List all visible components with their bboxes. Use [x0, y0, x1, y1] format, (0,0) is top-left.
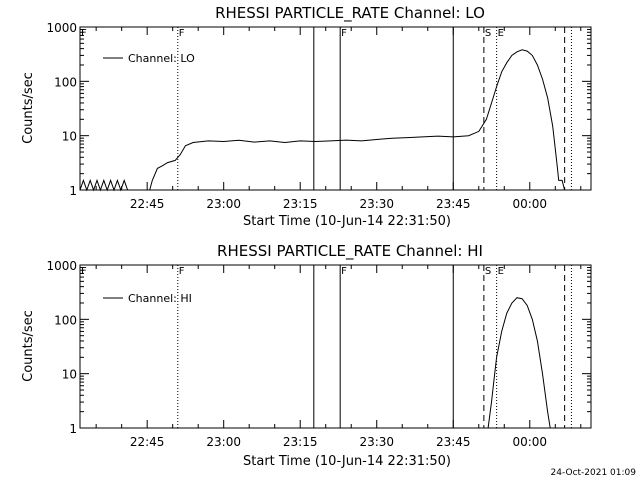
footer-timestamp: 24-Oct-2021 01:09	[551, 468, 637, 478]
lo-marker-label: F	[81, 28, 87, 39]
hi-marker-label: F	[341, 266, 347, 277]
lo-marker-label: F	[179, 28, 185, 39]
hi-y-ticks: 1 10 100 1000	[46, 259, 591, 436]
hi-x-tick-label: 23:00	[206, 435, 241, 449]
hi-y-tick-label: 1	[69, 422, 77, 436]
hi-legend: Channel: HI	[103, 292, 192, 305]
hi-channel-panel: RHESSI PARTICLE_RATE Channel: HI 1101001…	[21, 242, 592, 469]
hi-panel-title: RHESSI PARTICLE_RATE Channel: HI	[217, 242, 483, 261]
lo-x-ticks: 22:45 23:00 23:15 23:30 23:45 00:00	[95, 27, 582, 211]
lo-y-axis-label: Counts/sec	[21, 72, 36, 144]
lo-y-tick-label: 1000	[46, 21, 77, 35]
hi-y-tick-label: 1000	[46, 259, 77, 273]
lo-panel-title: RHESSI PARTICLE_RATE Channel: LO	[215, 4, 485, 23]
lo-legend: Channel: LO	[103, 52, 195, 65]
lo-marker-label: S	[485, 28, 491, 39]
hi-x-tick-label: 23:30	[359, 435, 394, 449]
hi-x-tick-label: 00:00	[512, 435, 547, 449]
lo-y-tick-label: 100	[54, 75, 77, 89]
hi-plot-frame	[79, 264, 592, 429]
hi-count-rate-line	[487, 297, 551, 429]
lo-marker-label: F	[341, 28, 347, 39]
hi-marker-label: F	[81, 266, 87, 277]
lo-marker-label: E	[498, 28, 504, 39]
hi-marker-label: F	[179, 266, 185, 277]
lo-legend-label: Channel: LO	[128, 52, 195, 65]
hi-x-axis-label: Start Time (10-Jun-14 22:31:50)	[243, 454, 451, 469]
lo-y-tick-label: 10	[62, 130, 77, 144]
lo-y-ticks: 1 10 100 1000	[46, 21, 591, 198]
hi-legend-label: Channel: HI	[128, 292, 192, 305]
hi-x-tick-label: 23:15	[283, 435, 318, 449]
lo-x-tick-label: 23:00	[206, 197, 241, 211]
lo-count-rate-line	[79, 49, 566, 192]
hi-x-tick-label: 23:45	[436, 435, 471, 449]
lo-x-tick-label: 00:00	[512, 197, 547, 211]
lo-x-tick-label: 22:45	[130, 197, 165, 211]
hi-y-tick-label: 100	[54, 313, 77, 327]
lo-x-tick-label: 23:45	[436, 197, 471, 211]
lo-y-tick-label: 1	[69, 184, 77, 198]
lo-x-tick-label: 23:15	[283, 197, 318, 211]
lo-x-axis-label: Start Time (10-Jun-14 22:31:50)	[243, 214, 451, 229]
hi-y-tick-label: 10	[62, 368, 77, 382]
hi-marker-label: E	[498, 266, 504, 277]
lo-channel-panel: RHESSI PARTICLE_RATE Channel: LO 1101001…	[21, 4, 592, 229]
lo-x-tick-label: 23:30	[359, 197, 394, 211]
hi-marker-label: S	[485, 266, 491, 277]
hi-y-axis-label: Counts/sec	[21, 310, 36, 382]
hi-x-tick-label: 22:45	[130, 435, 165, 449]
hi-x-ticks: 22:45 23:00 23:15 23:30 23:45 00:00	[95, 265, 582, 449]
